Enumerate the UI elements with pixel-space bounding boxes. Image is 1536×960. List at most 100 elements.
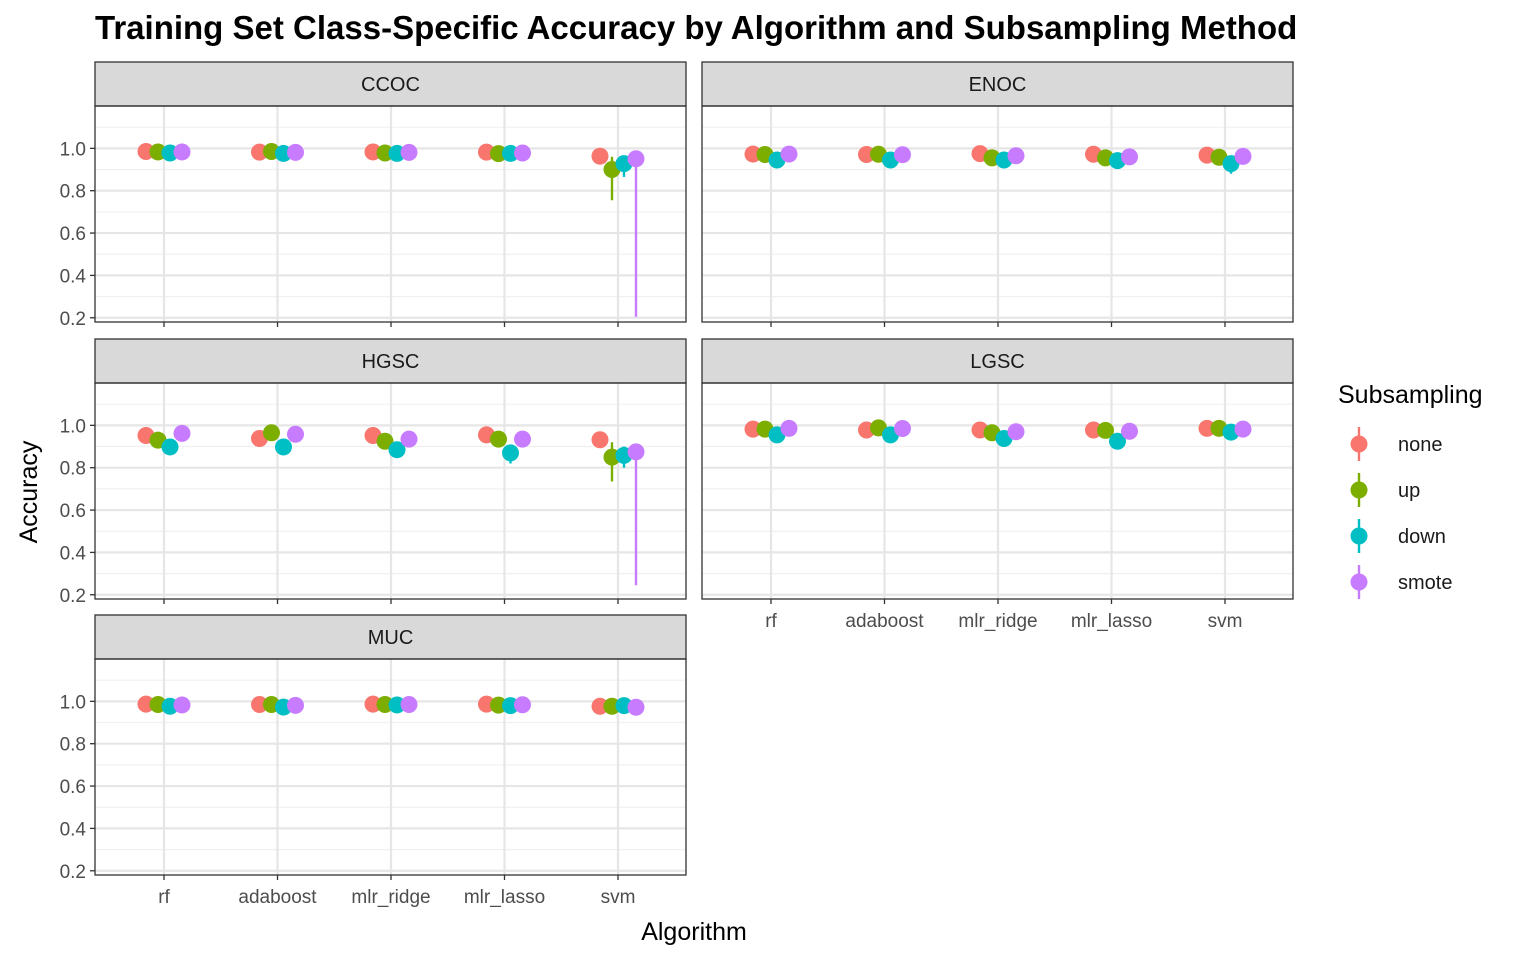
point-none-rf	[744, 420, 762, 438]
y-tick-label: 0.4	[60, 266, 87, 287]
point-smote-adaboost	[287, 143, 304, 161]
point-smote-svm	[1234, 420, 1252, 438]
legend-key-point	[1350, 435, 1368, 453]
x-tick-label: mlr_ridge	[958, 611, 1037, 632]
point-smote-mlr_lasso	[514, 144, 531, 162]
point-none-svm	[591, 147, 609, 165]
x-tick-label: rf	[158, 887, 170, 908]
facet-strip-label: HGSC	[362, 351, 420, 373]
legend-key-point	[1350, 573, 1368, 591]
y-tick-label: 0.6	[60, 501, 86, 522]
point-smote-mlr_lasso	[1121, 148, 1138, 166]
point-down-mlr_lasso	[502, 144, 519, 162]
point-smote-mlr_ridge	[400, 696, 418, 714]
point-none-svm	[1198, 419, 1216, 437]
point-smote-svm	[627, 698, 645, 716]
legend-item-smote: smote	[1350, 565, 1452, 599]
facet-strip	[94, 614, 687, 660]
point-down-mlr_lasso	[502, 444, 519, 462]
point-smote-svm	[1234, 147, 1252, 165]
y-tick-label: 0.2	[60, 309, 86, 330]
x-tick-label: adaboost	[845, 611, 924, 632]
y-tick-label: 0.4	[60, 543, 87, 564]
x-tick-label: rf	[765, 611, 777, 632]
point-none-mlr_ridge	[364, 695, 382, 713]
y-tick-label: 1.0	[60, 416, 86, 437]
facet-strip	[94, 61, 687, 107]
legend-label: up	[1398, 480, 1420, 502]
facet-strip-label: MUC	[368, 627, 414, 649]
y-tick-label: 0.8	[60, 459, 86, 480]
facet-strip-label: LGSC	[970, 351, 1024, 373]
y-tick-label: 0.2	[60, 862, 86, 883]
point-none-rf	[137, 143, 155, 161]
point-none-mlr_lasso	[1085, 421, 1102, 439]
point-down-adaboost	[275, 438, 292, 456]
point-down-mlr_lasso	[1109, 432, 1126, 450]
y-tick-label: 1.0	[60, 139, 86, 160]
facet-panel-lgsc: LGSC rf adaboost mlr_ridge mlr_lasso svm	[701, 338, 1294, 632]
facet-panel-hgsc: HGSC 0.2 0.4 0.6 0.8 1.0	[60, 338, 687, 607]
legend-title: Subsampling	[1338, 381, 1483, 409]
point-smote-svm	[627, 443, 645, 461]
point-none-svm	[591, 431, 609, 449]
legend-key-point	[1350, 527, 1368, 545]
legend-item-up: up	[1350, 473, 1420, 507]
point-smote-svm	[627, 150, 645, 168]
point-none-rf	[137, 695, 155, 713]
point-down-rf	[161, 438, 179, 456]
point-smote-mlr_ridge	[1007, 147, 1025, 165]
point-smote-rf	[173, 696, 191, 714]
legend-label: down	[1398, 526, 1446, 548]
legend-label: smote	[1398, 572, 1452, 594]
point-none-adaboost	[251, 696, 268, 714]
point-none-svm	[591, 697, 609, 715]
point-up-svm	[603, 697, 621, 715]
point-smote-adaboost	[287, 696, 304, 714]
point-smote-mlr_ridge	[400, 430, 418, 448]
point-smote-adaboost	[894, 146, 911, 164]
facet-panel-ccoc: CCOC 0.2 0.4 0.6 0.8 1.0	[60, 61, 687, 330]
legend-item-down: down	[1350, 519, 1446, 553]
point-up-mlr_lasso	[490, 145, 507, 163]
facet-strip	[701, 61, 1294, 107]
point-up-adaboost	[263, 424, 280, 442]
y-tick-label: 0.6	[60, 777, 86, 798]
x-tick-label: adaboost	[238, 887, 317, 908]
x-tick-label: mlr_lasso	[464, 887, 545, 908]
point-up-mlr_lasso	[490, 430, 507, 448]
point-none-adaboost	[251, 143, 268, 161]
point-down-mlr_ridge	[388, 696, 406, 714]
legend-key-point	[1350, 481, 1368, 499]
y-tick-label: 0.2	[60, 586, 86, 607]
facet-panel-enoc: ENOC	[701, 61, 1294, 327]
point-none-adaboost	[858, 145, 875, 163]
chart-title: Training Set Class-Specific Accuracy by …	[95, 9, 1297, 46]
point-smote-rf	[780, 145, 798, 163]
facet-panels: CCOC 0.2 0.4 0.6 0.8 1.0 ENOC HGSC 0.2 0.4 0.6 0.8 1…	[60, 61, 1294, 908]
point-down-mlr_ridge	[388, 441, 406, 459]
facet-strip	[94, 338, 687, 384]
point-smote-mlr_ridge	[400, 143, 418, 161]
point-up-mlr_ridge	[376, 144, 394, 162]
point-smote-rf	[173, 143, 191, 161]
point-smote-adaboost	[287, 425, 304, 443]
y-axis-title: Accuracy	[15, 440, 43, 543]
point-smote-mlr_lasso	[514, 430, 531, 448]
facet-panel-muc: MUC 0.2 0.4 0.6 0.8 1.0 rf adaboost mlr_ridge mlr…	[60, 614, 687, 908]
legend: Subsampling none up down smote	[1338, 381, 1483, 599]
x-tick-label: mlr_lasso	[1071, 611, 1152, 632]
point-smote-rf	[173, 424, 191, 442]
legend-item-none: none	[1350, 427, 1443, 461]
point-up-mlr_ridge	[376, 432, 394, 450]
y-tick-label: 1.0	[60, 692, 86, 713]
point-none-rf	[744, 145, 762, 163]
point-up-mlr_ridge	[376, 696, 394, 714]
x-axis-title: Algorithm	[641, 918, 747, 946]
legend-label: none	[1398, 434, 1443, 456]
x-tick-label: svm	[1208, 611, 1243, 632]
x-tick-label: svm	[601, 887, 636, 908]
y-tick-label: 0.8	[60, 735, 86, 756]
point-up-mlr_lasso	[1097, 421, 1114, 439]
